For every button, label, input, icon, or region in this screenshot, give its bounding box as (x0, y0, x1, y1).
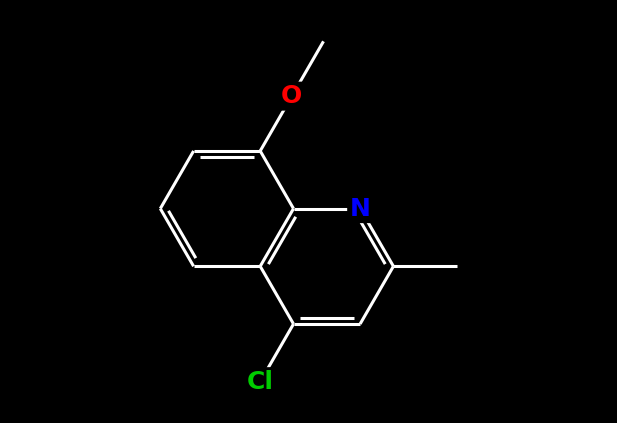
Text: O: O (281, 84, 302, 108)
Text: Cl: Cl (247, 370, 274, 394)
Text: N: N (350, 197, 371, 221)
